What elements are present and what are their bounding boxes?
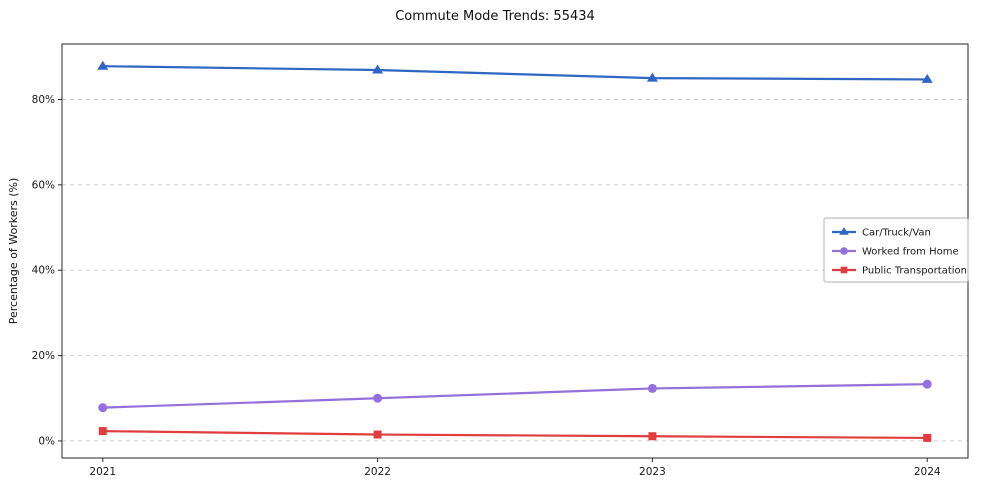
chart-title: Commute Mode Trends: 55434 [395,9,595,24]
legend-label: Public Transportation [862,266,967,277]
square-marker [373,430,382,439]
legend-label: Car/Truck/Van [862,228,931,239]
line-chart: 0% 20% 40% 60% 80% 2021 2022 2023 2024 Car/Truck/… [32,43,969,478]
x-tick-label: 2024 [914,466,941,478]
triangle-marker [372,64,384,74]
axis-ticks: 0% 20% 40% 60% 80% 2021 2022 2023 2024 [32,94,941,478]
legend-label: Worked from Home [862,247,959,258]
square-marker [648,432,657,441]
square-marker [98,427,107,436]
y-tick-label: 80% [32,94,55,106]
triangle-marker [921,73,933,83]
series-car-truck-van [97,60,933,83]
x-tick-label: 2023 [639,466,666,478]
circle-marker [922,379,932,389]
circle-marker [98,403,108,413]
series-public-transportation [98,427,932,442]
y-tick-label: 40% [32,265,55,277]
triangle-marker [646,72,658,82]
circle-marker [373,393,383,403]
x-tick-label: 2021 [89,466,116,478]
y-tick-label: 60% [32,179,55,191]
triangle-marker [97,60,109,70]
y-tick-label: 20% [32,350,55,362]
series-worked-from-home [98,379,932,413]
legend-item: Car/Truck/Van [832,227,931,239]
legend: Car/Truck/Van Worked from Home Public Tran… [823,217,969,283]
y-tick-label: 0% [38,435,55,447]
x-tick-label: 2022 [364,466,391,478]
legend-item: Worked from Home [832,247,959,258]
circle-marker [840,247,848,255]
circle-marker [647,383,657,393]
gridlines [62,98,968,442]
square-marker [840,266,848,274]
square-marker [923,433,932,442]
triangle-marker [839,227,849,235]
legend-item: Public Transportation [832,266,967,277]
